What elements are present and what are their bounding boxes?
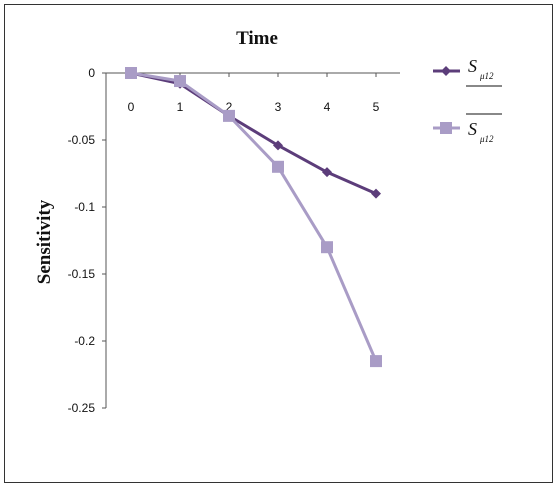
data-point-square	[370, 355, 382, 368]
data-point-square	[223, 109, 235, 122]
legend-subscript-2: μ12	[479, 134, 494, 144]
y-axis-label: Sensitivity	[34, 199, 55, 284]
chart-frame	[4, 4, 553, 483]
x-tick-label: 1	[177, 100, 184, 114]
legend-symbol-2: S	[468, 119, 477, 139]
y-tick-label: -0.05	[68, 133, 96, 147]
chart-title: Time	[236, 28, 278, 49]
series-line-2	[130, 71, 378, 362]
legend-subscript-1: μ12	[479, 71, 494, 81]
axes: 0 -0.05 -0.1 -0.15 -0.2 -0.25 0 1 2 3 4 5	[68, 66, 400, 415]
x-tick-label: 3	[275, 100, 282, 114]
x-tick-label: 2	[226, 100, 233, 114]
series-line-1	[130, 71, 377, 195]
series-layer	[125, 67, 382, 368]
data-point-square	[321, 241, 333, 254]
legend-item-2: S μ12	[433, 113, 502, 144]
legend-item-1: S μ12	[433, 56, 502, 87]
x-tick-label: 4	[324, 100, 331, 114]
x-tick-label: 5	[373, 100, 380, 114]
y-tick-label: -0.25	[68, 401, 96, 415]
data-point-diamond	[273, 140, 283, 151]
data-point-square	[174, 75, 186, 88]
legend-marker-square	[440, 122, 452, 134]
data-point-square	[272, 160, 284, 173]
data-point-square	[125, 67, 137, 79]
legend-marker-diamond	[441, 66, 451, 76]
x-tick-label: 0	[128, 100, 135, 114]
y-tick-label: -0.15	[68, 267, 96, 281]
legend: S μ12 S μ12	[433, 56, 502, 144]
data-point-diamond	[322, 167, 332, 178]
y-tick-label: -0.2	[74, 334, 95, 348]
y-tick-label: 0	[88, 66, 95, 80]
y-tick-label: -0.1	[74, 200, 95, 214]
legend-symbol-1: S	[468, 56, 477, 76]
data-point-diamond	[371, 188, 381, 199]
